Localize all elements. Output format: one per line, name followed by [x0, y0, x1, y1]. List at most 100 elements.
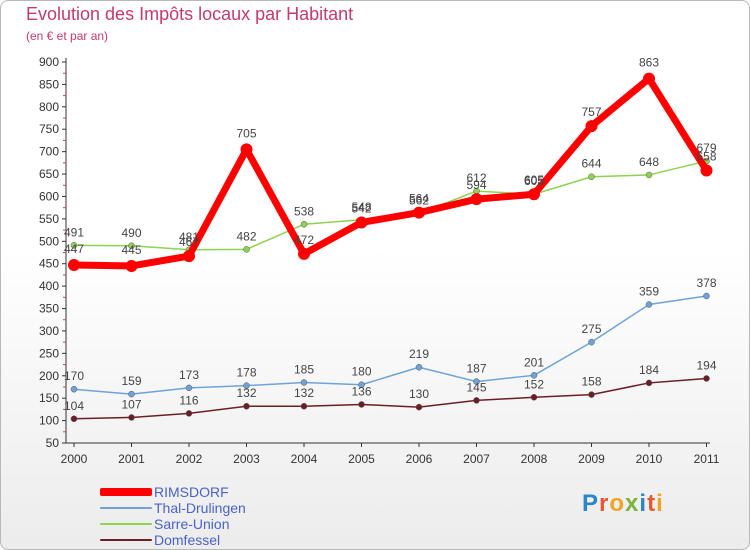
- data-label: 562: [409, 194, 429, 208]
- data-point: [530, 394, 538, 401]
- x-tick-label: 2007: [463, 452, 490, 466]
- series-line: [73, 160, 707, 251]
- data-label: 107: [121, 397, 141, 411]
- y-tick-label: 850: [39, 77, 59, 91]
- data-label: 173: [179, 368, 199, 382]
- data-label: 194: [696, 358, 716, 372]
- data-point: [185, 384, 193, 392]
- series-line: [73, 295, 707, 395]
- data-point: [588, 391, 595, 398]
- y-tick-label: 500: [39, 234, 59, 248]
- data-label: 467: [179, 235, 199, 249]
- data-label: 275: [581, 322, 601, 336]
- data-point: [413, 206, 425, 219]
- data-point: [700, 164, 713, 177]
- data-point: [473, 378, 480, 385]
- data-point: [643, 72, 655, 85]
- data-label: 542: [351, 201, 371, 215]
- data-point: [298, 247, 310, 260]
- x-tick-label: 2011: [694, 452, 720, 466]
- data-point: [300, 379, 308, 386]
- data-label: 491: [64, 225, 84, 239]
- x-tick-label: 2001: [118, 452, 145, 466]
- y-tick-label: 600: [39, 189, 59, 203]
- y-tick-label: 150: [39, 391, 59, 405]
- legend-label: Domfessel: [154, 532, 221, 548]
- data-point: [70, 242, 78, 249]
- data-point: [530, 372, 538, 379]
- data-point: [300, 402, 308, 410]
- data-label: 538: [294, 204, 314, 218]
- x-tick-label: 2003: [233, 452, 260, 466]
- data-label: 184: [639, 363, 659, 377]
- data-label: 658: [696, 149, 716, 163]
- data-label: 490: [121, 226, 141, 240]
- data-point: [240, 143, 253, 156]
- x-tick-label: 2005: [348, 452, 375, 466]
- data-point: [358, 401, 365, 408]
- data-label: 378: [696, 276, 716, 290]
- data-label: 481: [179, 230, 199, 244]
- logo-letter: i: [656, 490, 664, 517]
- x-tick-label: 2002: [176, 452, 203, 466]
- data-point: [243, 402, 250, 410]
- legend-label: Sarre-Union: [154, 516, 230, 532]
- data-label: 548: [351, 200, 371, 214]
- data-label: 594: [466, 178, 486, 192]
- data-label: 472: [294, 233, 314, 247]
- data-label: 187: [466, 362, 486, 376]
- x-tick-label: 2000: [61, 452, 88, 466]
- data-label: 178: [236, 366, 256, 380]
- data-label: 757: [581, 105, 601, 119]
- data-point: [588, 173, 595, 180]
- y-tick-label: 550: [39, 212, 59, 226]
- data-point: [300, 221, 308, 228]
- data-point: [128, 242, 135, 250]
- data-label: 605: [524, 173, 544, 187]
- legend-swatch: [100, 539, 152, 541]
- data-point: [185, 410, 193, 417]
- x-tick-label: 2004: [291, 452, 318, 466]
- data-point: [470, 193, 483, 206]
- data-point: [645, 301, 653, 308]
- data-point: [585, 120, 598, 133]
- data-point: [70, 385, 78, 393]
- legend-swatch: [100, 507, 152, 509]
- data-point: [415, 363, 423, 371]
- data-label: 359: [639, 284, 659, 298]
- data-label: 132: [236, 386, 256, 400]
- data-point: [128, 414, 135, 421]
- data-label: 679: [696, 141, 716, 155]
- data-point: [128, 390, 135, 398]
- y-tick-label: 900: [39, 55, 59, 69]
- y-tick-label: 300: [39, 324, 59, 338]
- data-label: 152: [524, 377, 544, 391]
- data-label: 201: [524, 355, 544, 369]
- logo-letter: x: [625, 490, 640, 517]
- data-point: [243, 246, 250, 253]
- data-point: [703, 292, 710, 300]
- data-label: 170: [64, 369, 84, 383]
- legend-swatch: [100, 488, 152, 496]
- logo-letter: i: [639, 490, 648, 517]
- data-label: 219: [409, 347, 429, 361]
- x-tick-label: 2008: [521, 452, 548, 466]
- x-tick-label: 2009: [578, 452, 605, 466]
- series-line: [73, 75, 710, 270]
- data-point: [68, 259, 80, 272]
- data-point: [243, 382, 250, 389]
- data-label: 132: [294, 386, 314, 400]
- y-tick-label: 200: [39, 369, 59, 383]
- data-point: [703, 375, 710, 382]
- data-point: [358, 381, 365, 388]
- y-tick-label: 400: [39, 279, 59, 293]
- logo-letter: r: [599, 490, 610, 517]
- x-tick-label: 2006: [406, 452, 433, 466]
- data-point: [473, 397, 480, 404]
- logo-letter: t: [647, 490, 657, 517]
- series-line: [73, 377, 707, 420]
- data-label: 180: [351, 365, 371, 379]
- data-label: 863: [639, 56, 659, 70]
